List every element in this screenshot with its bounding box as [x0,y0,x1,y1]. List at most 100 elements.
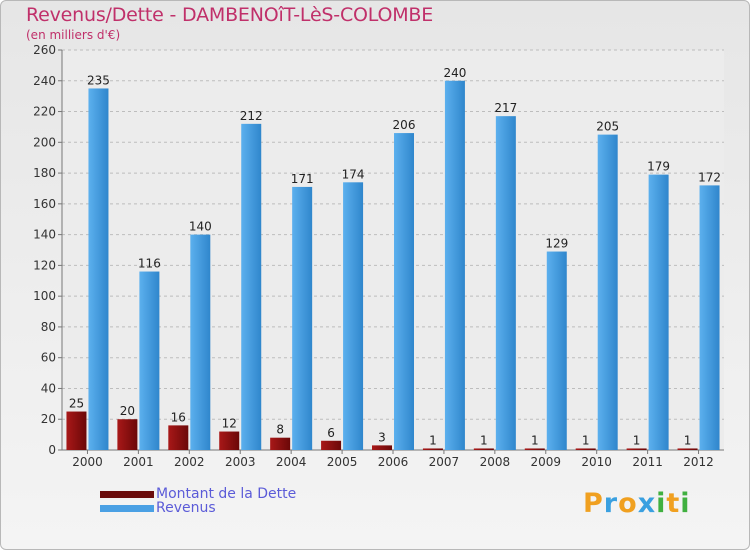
bar-dette [372,445,392,450]
y-tick-label: 0 [48,443,56,457]
data-label-dette: 8 [276,423,284,437]
bar-dette [422,448,443,450]
data-label-dette: 6 [327,426,335,440]
bar-revenus [546,251,567,450]
y-tick-label: 180 [33,166,56,180]
legend-swatch-dette [100,490,154,498]
data-label-revenus: 205 [596,120,619,134]
x-tick-label: 2012 [683,455,714,469]
x-tick-label: 2002 [174,455,205,469]
x-tick-label: 2007 [429,455,460,469]
y-tick-label: 40 [41,381,56,395]
logo-letter: r [603,488,619,519]
data-label-revenus: 174 [342,167,365,181]
bar-dette [524,448,545,450]
logo-letter: x [637,488,657,519]
bars-layer [66,80,720,451]
bar-revenus [190,234,211,450]
x-tick-label: 2010 [581,455,612,469]
bar-revenus [139,271,160,450]
bar-dette [626,448,647,450]
data-label-dette: 1 [684,433,692,447]
bar-dette [270,437,291,450]
bar-revenus [597,134,618,450]
x-tick-label: 2003 [225,455,256,469]
bar-revenus [88,88,109,450]
logo-letter: t [666,488,681,519]
bar-revenus [648,174,669,450]
data-label-revenus: 140 [189,220,212,234]
data-label-dette: 25 [69,397,84,411]
x-tick-label: 2009 [530,455,561,469]
bar-dette [168,425,189,450]
y-tick-label: 140 [33,228,56,242]
y-tick-label: 120 [33,258,56,272]
bar-dette [321,440,342,450]
data-label-revenus: 206 [393,118,416,132]
bar-dette [677,448,698,450]
legend-swatch-revenus [100,504,154,512]
data-label-revenus: 212 [240,109,263,123]
data-label-dette: 16 [171,410,186,424]
data-label-revenus: 171 [291,172,314,186]
x-tick-label: 2005 [327,455,358,469]
data-label-dette: 12 [222,417,237,431]
x-tick-label: 2001 [123,455,154,469]
data-label-dette: 1 [531,433,539,447]
legend: Montant de la Dette Revenus [100,486,296,516]
data-label-revenus: 240 [443,66,466,80]
logo-letter: o [618,488,638,519]
bar-revenus [292,186,313,450]
bar-dette [66,411,87,450]
y-tick-label: 100 [33,289,56,303]
x-tick-label: 2006 [378,455,409,469]
x-tick-label: 2008 [480,455,511,469]
logo-letter: i [656,488,667,519]
y-tick-label: 20 [41,412,56,426]
legend-label-dette: Montant de la Dette [156,486,297,502]
data-label-dette: 1 [480,433,488,447]
bar-revenus [241,123,262,450]
bar-revenus [343,182,364,451]
plot-background [62,50,724,450]
legend-item-revenus: Revenus [100,500,296,516]
data-label-revenus: 179 [647,160,670,174]
data-label-dette: 3 [378,430,386,444]
y-tick-label: 260 [33,43,56,57]
bar-dette [117,419,138,450]
axis-layer: 0 20 40 60 80 100 120 140 160 180 2002 20 240 260 2000… [33,43,724,469]
logo-letter: i [680,488,691,519]
data-label-revenus: 172 [698,170,721,184]
legend-item-dette: Montant de la Dette [100,486,296,502]
data-label-dette: 1 [582,433,590,447]
y-tick-label: 80 [41,320,56,334]
labels-layer: 25 235 20 116 16 140 12 212 8 171 6 174 3 206 1 240 1 217… [69,66,721,448]
bar-revenus [699,185,720,450]
data-label-dette: 1 [429,433,437,447]
data-label-revenus: 129 [545,237,568,251]
data-label-revenus: 116 [138,257,161,271]
proxiti-logo: Proxiti [583,488,691,519]
data-label-revenus: 217 [494,101,517,115]
data-label-dette: 20 [120,404,135,418]
x-tick-label: 2004 [276,455,307,469]
bar-revenus [444,80,465,451]
y-tick-label: 160 [33,197,56,211]
bar-dette [473,448,494,450]
bar-revenus [495,116,516,451]
grid-layer [62,49,724,451]
bar-revenus [394,133,414,451]
y-tick-label: 200 [33,135,56,149]
chart-subtitle: (en milliers d'€) [26,28,121,42]
data-label-dette: 1 [633,433,641,447]
chart-title: Revenus/Dette - DAMBENOîT-LèS-COLOMBE [26,4,434,26]
logo-letter: P [583,488,604,519]
y-tick-label: 60 [41,351,56,365]
bar-dette [575,448,596,450]
x-tick-label: 2000 [72,455,103,469]
x-tick-label: 2011 [632,455,663,469]
y-tick-label: 240 [33,74,56,88]
legend-label-revenus: Revenus [156,500,216,516]
bar-dette [219,431,240,450]
